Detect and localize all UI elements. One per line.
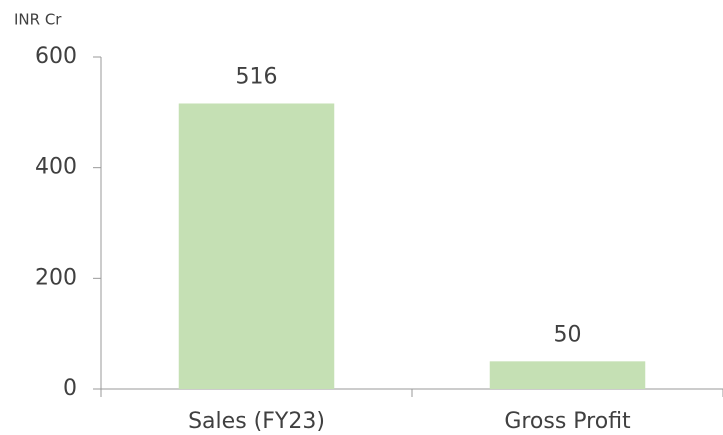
bar (178, 103, 335, 389)
bar (489, 361, 646, 389)
y-tick-label: 200 (35, 265, 77, 290)
y-axis-label: INR Cr (14, 11, 62, 29)
y-tick-label: 400 (35, 155, 77, 180)
data-label: 516 (236, 64, 278, 89)
x-tick-label: Gross Profit (504, 409, 631, 434)
y-tick-label: 600 (35, 44, 77, 69)
x-tick-label: Sales (FY23) (188, 409, 325, 434)
data-label: 50 (554, 322, 582, 347)
y-tick-label: 0 (63, 376, 77, 401)
